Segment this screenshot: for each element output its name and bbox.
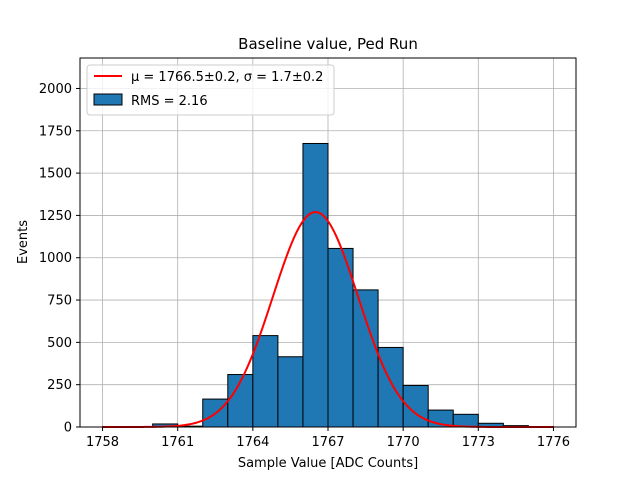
- x-tick-label: 1767: [311, 435, 344, 450]
- y-tick-label: 2000: [39, 82, 72, 97]
- y-tick-label: 250: [47, 378, 72, 393]
- histogram-bars: [102, 142, 554, 428]
- chart-title: Baseline value, Ped Run: [238, 35, 418, 53]
- x-axis-label: Sample Value [ADC Counts]: [238, 456, 418, 471]
- x-tick-label: 1770: [387, 435, 420, 450]
- legend-rms-patch-swatch: [93, 93, 123, 106]
- x-tick-label: 1758: [86, 435, 119, 450]
- legend-box: [86, 64, 335, 116]
- y-axis-ticks: 0 250 500 750 1000 1250 1500 1750 2000: [39, 82, 80, 436]
- y-tick-label: 0: [64, 421, 72, 436]
- legend: μ = 1766.5±0.2, σ = 1.7±0.2 RMS = 2.16: [86, 64, 335, 116]
- y-tick-label: 1250: [39, 209, 72, 224]
- y-tick-label: 1750: [39, 124, 72, 139]
- histogram-bar: [252, 335, 279, 428]
- histogram-bar: [402, 385, 429, 428]
- x-tick-label: 1761: [161, 435, 194, 450]
- y-tick-label: 750: [47, 294, 72, 309]
- y-axis-label: Events: [16, 220, 31, 264]
- histogram-bar: [302, 142, 329, 428]
- y-tick-label: 500: [47, 336, 72, 351]
- x-axis-ticks: 1758 1761 1764 1767 1770 1773 1776: [86, 427, 570, 450]
- x-tick-label: 1764: [236, 435, 269, 450]
- histogram-bar: [452, 413, 479, 428]
- legend-rms-label: RMS = 2.16: [131, 94, 208, 109]
- histogram-bar: [277, 356, 304, 428]
- histogram-bar: [352, 289, 379, 428]
- histogram-bar: [327, 247, 354, 428]
- x-tick-label: 1776: [537, 435, 570, 450]
- y-tick-label: 1500: [39, 167, 72, 182]
- histogram-bar: [377, 346, 404, 428]
- x-tick-label: 1773: [462, 435, 495, 450]
- y-tick-label: 1000: [39, 251, 72, 266]
- legend-fit-label: μ = 1766.5±0.2, σ = 1.7±0.2: [131, 70, 323, 85]
